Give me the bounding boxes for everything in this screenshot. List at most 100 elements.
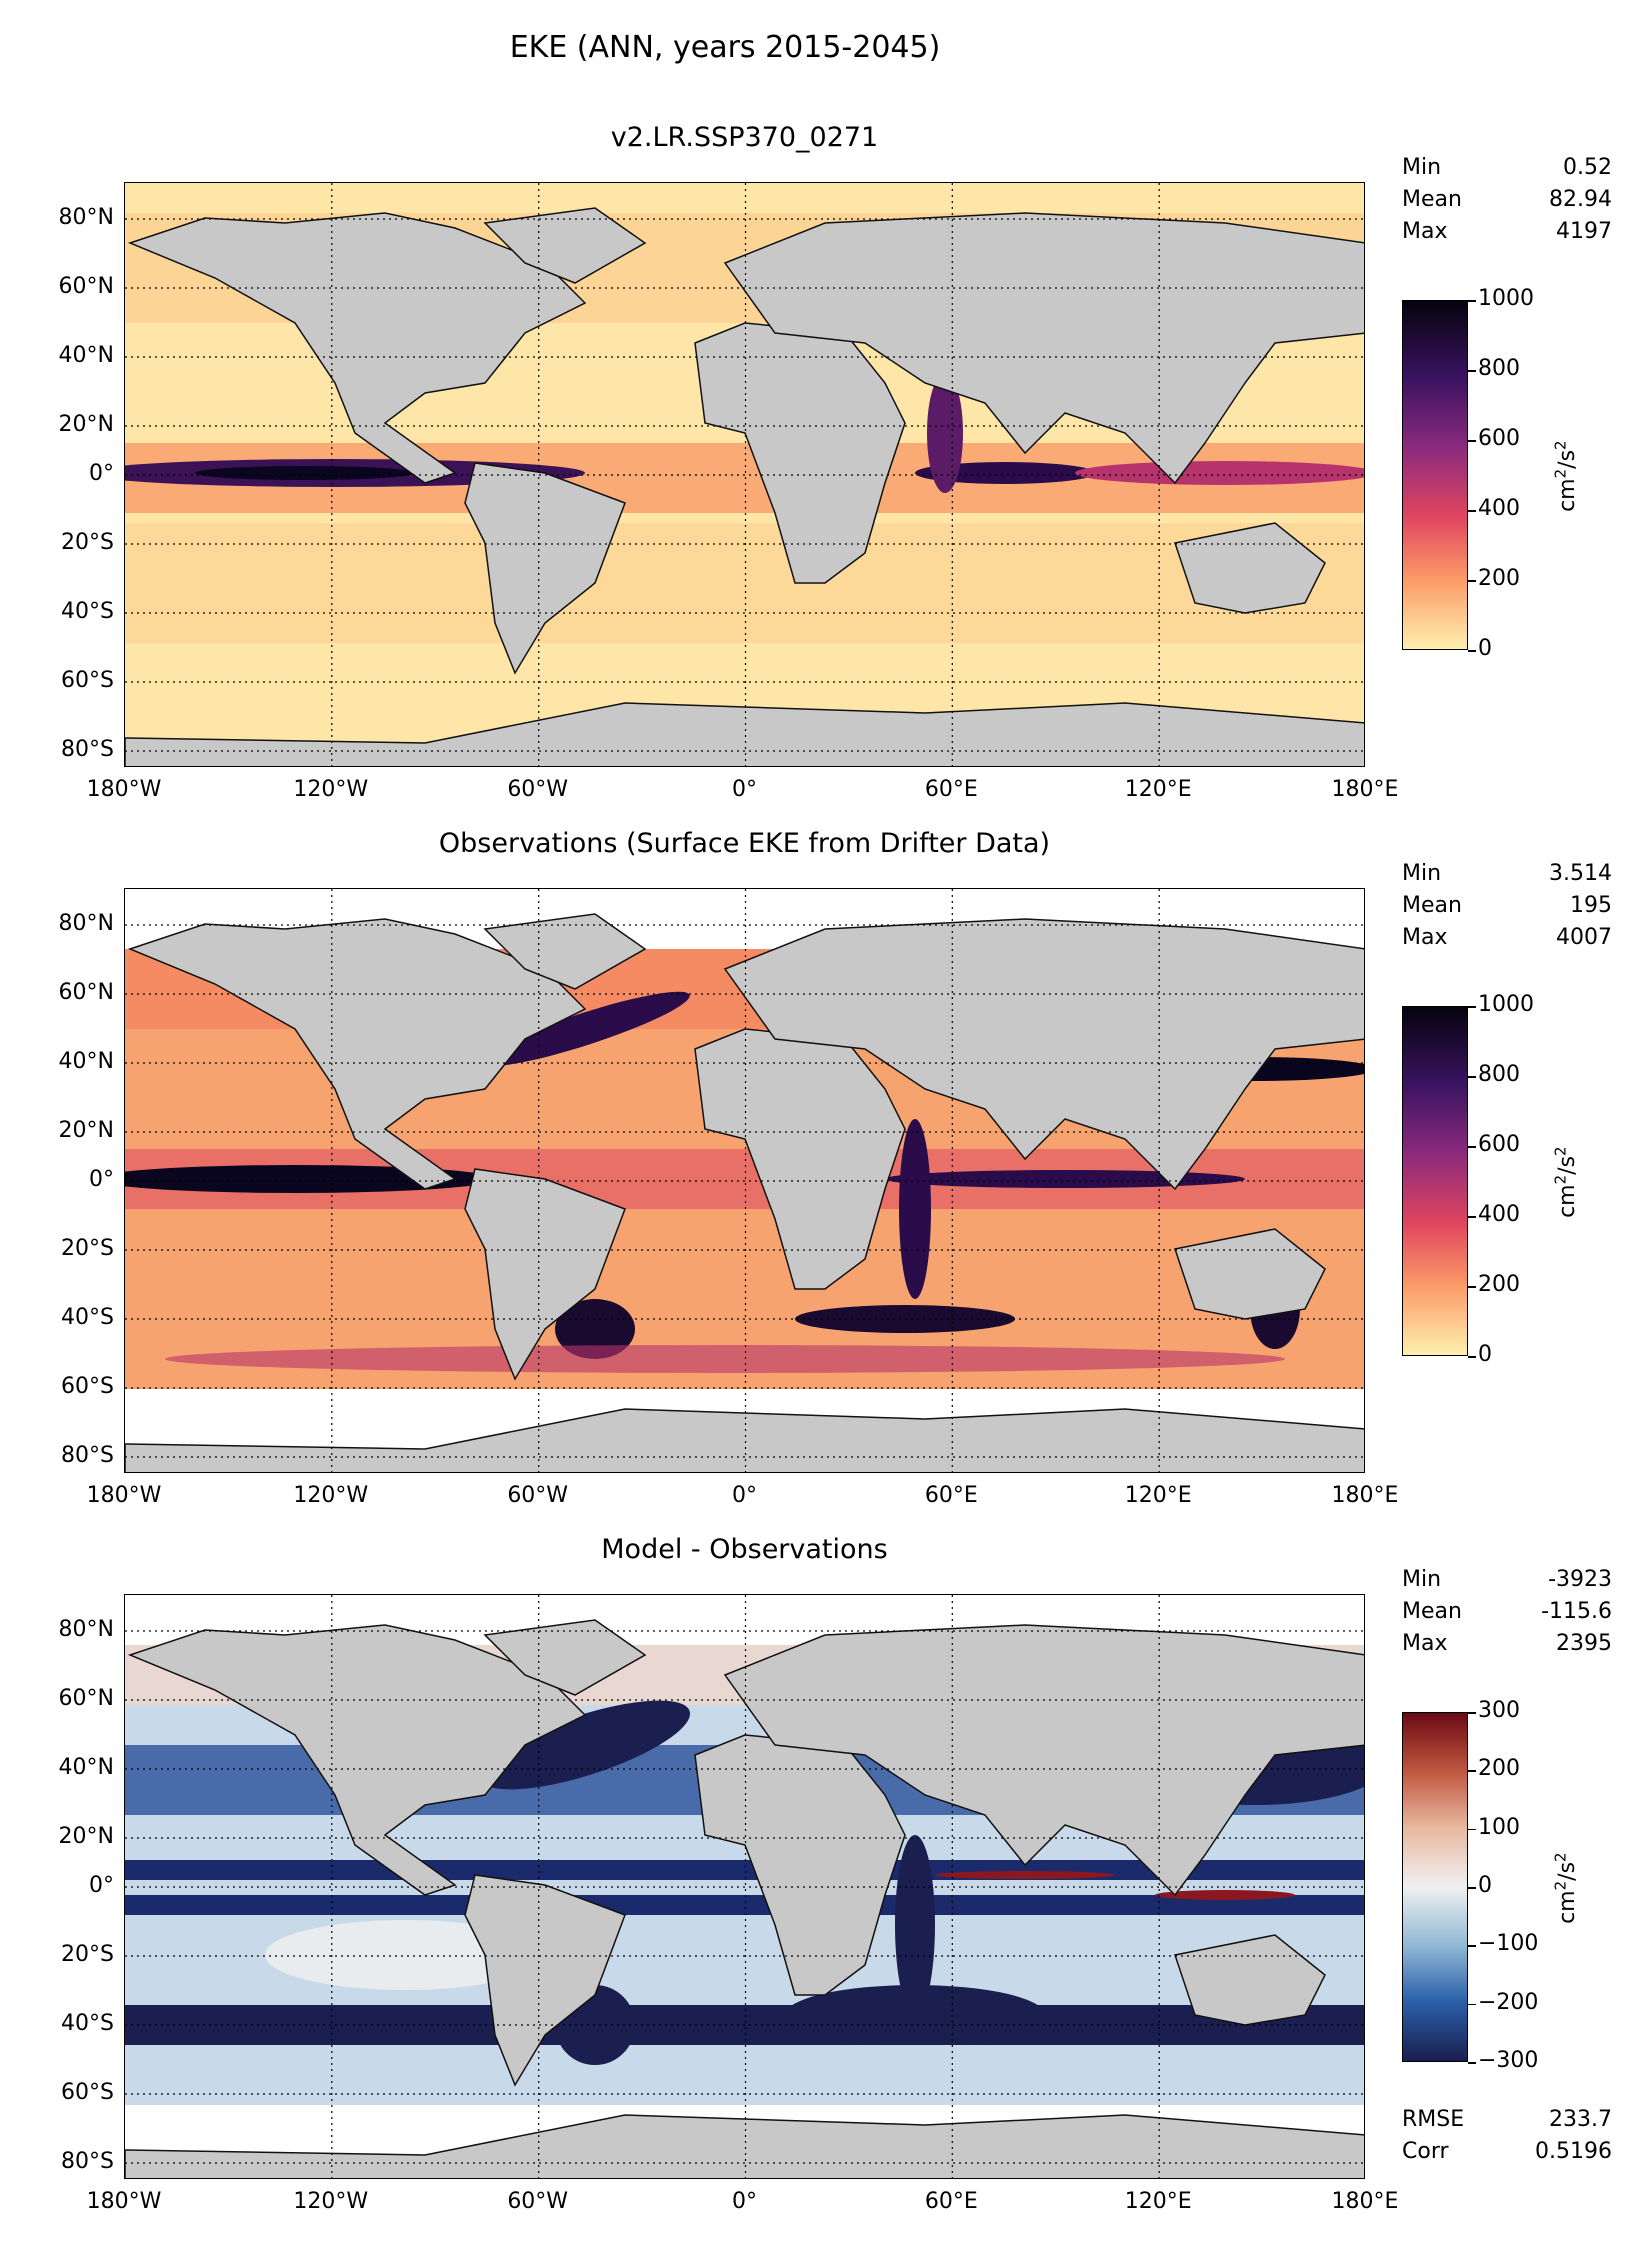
- colorbar-tick-mark: [1468, 2003, 1476, 2006]
- lat-tick-label: 60°S: [61, 1374, 114, 1399]
- lat-tick-label: 60°N: [58, 1686, 114, 1711]
- lat-tick-label: 40°S: [61, 599, 114, 624]
- lon-tick-label: 60°W: [507, 2189, 569, 2214]
- lon-tick-label: 0°: [732, 777, 757, 802]
- lon-tick-label: 0°: [732, 2189, 757, 2214]
- lon-tick-label: 180°W: [86, 2189, 162, 2214]
- colorbar-tick-mark: [1468, 1006, 1476, 1008]
- lon-tick-label: 120°W: [293, 2189, 369, 2214]
- lat-tick-label: 80°S: [61, 1443, 114, 1468]
- lon-tick-label: 180°E: [1331, 1483, 1399, 1508]
- lat-tick-label: 0°: [89, 1167, 114, 1192]
- lon-tick-label: 180°E: [1331, 2189, 1399, 2214]
- colorbar-panel-3: [1402, 1712, 1468, 2062]
- lat-tick-label: 0°: [89, 1873, 114, 1898]
- map-panel-2: [124, 888, 1365, 1473]
- colorbar-tick-mark: [1468, 1146, 1476, 1148]
- colorbar-tick-mark: [1468, 1887, 1476, 1889]
- colorbar-tick-label: 0: [1478, 1342, 1492, 1367]
- colorbar-tick-label: 800: [1478, 1062, 1520, 1087]
- colorbar-tick-label: 200: [1478, 1272, 1520, 1297]
- lat-tick-label: 80°N: [58, 205, 114, 230]
- lat-tick-label: 20°N: [58, 412, 114, 437]
- colorbar-tick-mark: [1468, 1216, 1476, 1218]
- colorbar-unit-3: cm2/s2: [1551, 1852, 1580, 1924]
- map-panel-2-svg: [125, 889, 1364, 1472]
- lat-tick-label: 20°S: [61, 1236, 114, 1261]
- colorbar-tick-mark: [1468, 1945, 1476, 1947]
- colorbar-panel-2: [1402, 1006, 1468, 1356]
- lat-tick-label: 0°: [89, 461, 114, 486]
- colorbar-tick-mark: [1468, 440, 1476, 442]
- colorbar-unit-1: cm2/s2: [1551, 440, 1580, 512]
- lon-tick-label: 120°W: [293, 777, 369, 802]
- colorbar-tick-label: 0: [1478, 1873, 1492, 1898]
- lat-tick-label: 40°S: [61, 2011, 114, 2036]
- map-panel-1: [124, 182, 1365, 767]
- colorbar-tick-label: 1000: [1478, 992, 1534, 1017]
- lon-tick-label: 120°E: [1124, 2189, 1192, 2214]
- map-panel-3-svg: [125, 1595, 1364, 2178]
- colorbar-tick-label: 400: [1478, 1202, 1520, 1227]
- lon-tick-label: 0°: [732, 1483, 757, 1508]
- gridlines: [125, 183, 1364, 766]
- lon-tick-label: 180°W: [86, 777, 162, 802]
- lat-tick-label: 20°S: [61, 530, 114, 555]
- lon-tick-label: 120°E: [1124, 1483, 1192, 1508]
- lat-tick-label: 80°S: [61, 737, 114, 762]
- colorbar-tick-label: 1000: [1478, 286, 1534, 311]
- stats-panel-2: Min 3.514 Mean 195 Max 4007: [1402, 861, 1612, 950]
- lat-tick-label: 60°S: [61, 2080, 114, 2105]
- colorbar-tick-label: 600: [1478, 426, 1520, 451]
- colorbar-tick-label: −300: [1478, 2048, 1539, 2073]
- colorbar-tick-label: 300: [1478, 1698, 1520, 1723]
- colorbar-tick-mark: [1468, 580, 1476, 582]
- gridlines: [125, 1595, 1364, 2178]
- lat-tick-label: 40°S: [61, 1305, 114, 1330]
- lat-tick-label: 60°S: [61, 668, 114, 693]
- colorbar-tick-mark: [1468, 1356, 1476, 1358]
- land-masses: [125, 207, 1364, 766]
- colorbar-tick-label: −200: [1478, 1989, 1539, 2015]
- lat-tick-label: 80°N: [58, 911, 114, 936]
- panel-3-title: Model - Observations: [601, 1534, 888, 1565]
- stats-panel-1: Min 0.52 Mean 82.94 Max 4197: [1402, 155, 1612, 244]
- map-panel-1-svg: [125, 183, 1364, 766]
- colorbar-unit-2: cm2/s2: [1551, 1146, 1580, 1218]
- panel-1-title: v2.LR.SSP370_0271: [610, 122, 879, 153]
- colorbar-tick-label: 400: [1478, 496, 1520, 521]
- panel-2-title: Observations (Surface EKE from Drifter D…: [438, 828, 1051, 859]
- lat-tick-label: 20°S: [61, 1942, 114, 1967]
- colorbar-tick-label: 0: [1478, 636, 1492, 661]
- colorbar-tick-label: −100: [1478, 1931, 1539, 1957]
- lon-tick-label: 120°W: [293, 1483, 369, 1508]
- colorbar-tick-mark: [1468, 1828, 1476, 1831]
- lat-tick-label: 80°N: [58, 1617, 114, 1642]
- colorbar-tick-mark: [1468, 2062, 1476, 2064]
- colorbar-tick-mark: [1468, 1076, 1476, 1078]
- lon-tick-label: 60°E: [924, 1483, 978, 1508]
- figure-title: EKE (ANN, years 2015-2045): [509, 30, 941, 65]
- lat-tick-label: 60°N: [58, 980, 114, 1005]
- lat-tick-label: 40°N: [58, 1755, 114, 1780]
- land-masses: [125, 913, 1364, 1472]
- lon-tick-label: 180°W: [86, 1483, 162, 1508]
- stats-panel-3: Min -3923 Mean -115.6 Max 2395: [1402, 1567, 1612, 1656]
- lon-tick-label: 180°E: [1331, 777, 1399, 802]
- map-panel-3: [124, 1594, 1365, 2179]
- colorbar-tick-label: 100: [1478, 1814, 1520, 1840]
- land-masses: [125, 1619, 1364, 2178]
- colorbar-tick-label: 200: [1478, 1756, 1520, 1782]
- lat-tick-label: 20°N: [58, 1824, 114, 1849]
- colorbar-tick-label: 200: [1478, 566, 1520, 591]
- colorbar-tick-mark: [1468, 370, 1476, 372]
- colorbar-tick-label: 600: [1478, 1132, 1520, 1157]
- rmse-corr-stats: RMSE 233.7 Corr 0.5196: [1402, 2107, 1612, 2164]
- lon-tick-label: 60°E: [924, 2189, 978, 2214]
- colorbar-tick-mark: [1468, 510, 1476, 512]
- lon-tick-label: 60°W: [507, 1483, 569, 1508]
- lon-tick-label: 60°E: [924, 777, 978, 802]
- colorbar-tick-label: 800: [1478, 356, 1520, 381]
- colorbar-panel-1: [1402, 300, 1468, 650]
- lat-tick-label: 40°N: [58, 1049, 114, 1074]
